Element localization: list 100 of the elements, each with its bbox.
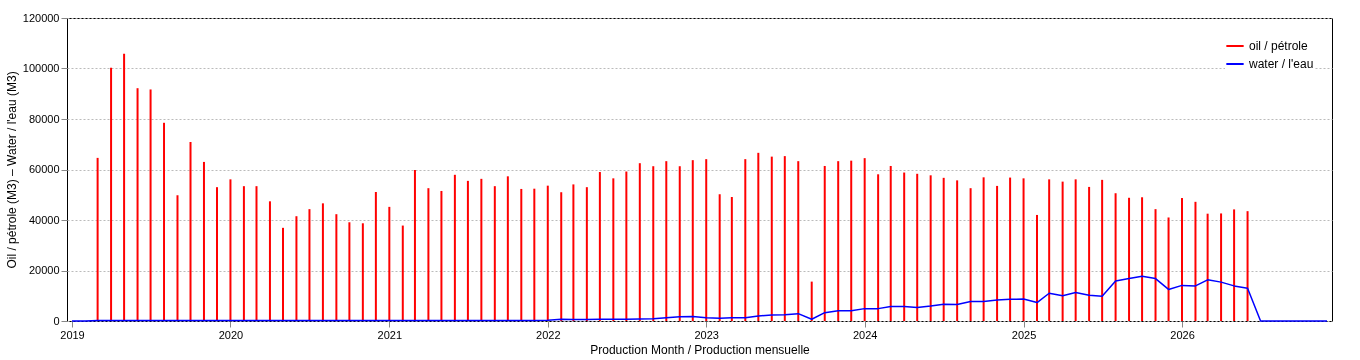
bar — [810, 281, 813, 321]
bar — [982, 177, 985, 321]
bar — [348, 222, 351, 321]
bar — [321, 203, 324, 321]
bar — [652, 166, 655, 321]
x-axis-title: Production Month / Production mensuelle — [590, 342, 811, 357]
bar — [176, 195, 179, 321]
bar — [374, 191, 377, 321]
bar — [1101, 179, 1104, 321]
bar — [163, 122, 166, 321]
bar — [1088, 186, 1091, 321]
bar — [1048, 179, 1051, 321]
bar — [929, 175, 932, 321]
x-tick-label: 2022 — [536, 328, 561, 341]
bar — [506, 176, 509, 321]
bar — [889, 165, 892, 321]
bar — [665, 161, 668, 321]
bar — [1022, 178, 1025, 321]
bar — [189, 141, 192, 321]
y-tick-label: 100000 — [22, 62, 60, 74]
bar — [1220, 213, 1223, 321]
bar — [1009, 177, 1012, 321]
bar — [388, 206, 391, 321]
bar — [440, 190, 443, 321]
bar — [295, 216, 298, 321]
bar — [783, 156, 786, 321]
bar — [1181, 198, 1184, 321]
bar — [1246, 211, 1249, 321]
bar — [956, 180, 959, 321]
bar — [625, 171, 628, 321]
bar — [281, 227, 284, 321]
x-tick-label: 2025 — [1011, 328, 1037, 341]
bar — [1114, 193, 1117, 321]
bar — [308, 209, 311, 321]
bar — [268, 201, 271, 321]
bar — [255, 186, 258, 321]
y-tick-label: 20000 — [28, 264, 60, 276]
bar — [585, 187, 588, 321]
x-tick-label: 2019 — [60, 328, 85, 341]
x-tick-label: 2024 — [852, 328, 878, 341]
bar — [1167, 217, 1170, 321]
bar — [837, 161, 840, 321]
bar — [401, 225, 404, 321]
bar — [1206, 213, 1209, 321]
bar — [797, 161, 800, 321]
bar — [705, 159, 708, 321]
bar — [335, 214, 338, 321]
bar — [969, 188, 972, 321]
y-tick-label: 0 — [53, 314, 60, 327]
y-tick-label: 80000 — [28, 112, 60, 125]
bar — [427, 188, 430, 321]
bar — [598, 172, 601, 321]
bar — [242, 186, 245, 321]
bar — [533, 188, 536, 321]
bar — [123, 53, 126, 321]
bar — [1074, 179, 1077, 321]
bar — [453, 174, 456, 321]
bar — [493, 186, 496, 321]
bar — [202, 161, 205, 321]
bar — [691, 160, 694, 321]
y-axis-title: Oil / pétrole (M3) – Water / l'eau (M3) — [4, 71, 19, 269]
bar — [1194, 201, 1197, 321]
bar — [149, 89, 152, 321]
bar — [1141, 197, 1144, 321]
x-tick-label: 2023 — [694, 328, 719, 341]
bar — [942, 177, 945, 321]
bar — [718, 194, 721, 321]
bar — [757, 152, 760, 321]
bar — [361, 223, 364, 321]
bar — [560, 192, 563, 321]
bar — [638, 163, 641, 321]
bar — [903, 172, 906, 321]
bar — [1154, 209, 1157, 321]
bar — [215, 187, 218, 321]
bar — [850, 160, 853, 321]
y-tick-label: 40000 — [28, 213, 60, 226]
bar — [480, 178, 483, 321]
y-tick-label: 120000 — [22, 11, 60, 24]
bar — [546, 185, 549, 321]
bar — [612, 178, 615, 321]
bar — [1036, 214, 1039, 321]
y-tick-label: 60000 — [28, 163, 60, 175]
bar — [996, 185, 999, 321]
line-series — [71, 275, 1328, 322]
bar — [1061, 181, 1064, 321]
bar — [413, 170, 416, 321]
bar — [863, 158, 866, 321]
bar — [572, 184, 575, 321]
bar — [770, 156, 773, 321]
x-tick-label: 2021 — [377, 328, 403, 341]
bar — [877, 174, 880, 321]
bar — [916, 173, 919, 321]
bar — [1128, 197, 1131, 321]
bar — [110, 67, 113, 321]
bar — [96, 157, 99, 321]
x-tick-label: 2020 — [218, 328, 244, 341]
legend-label: oil / pétrole — [1249, 39, 1309, 53]
bar — [823, 165, 826, 321]
x-tick-label: 2026 — [1170, 328, 1195, 341]
bar — [744, 159, 747, 321]
